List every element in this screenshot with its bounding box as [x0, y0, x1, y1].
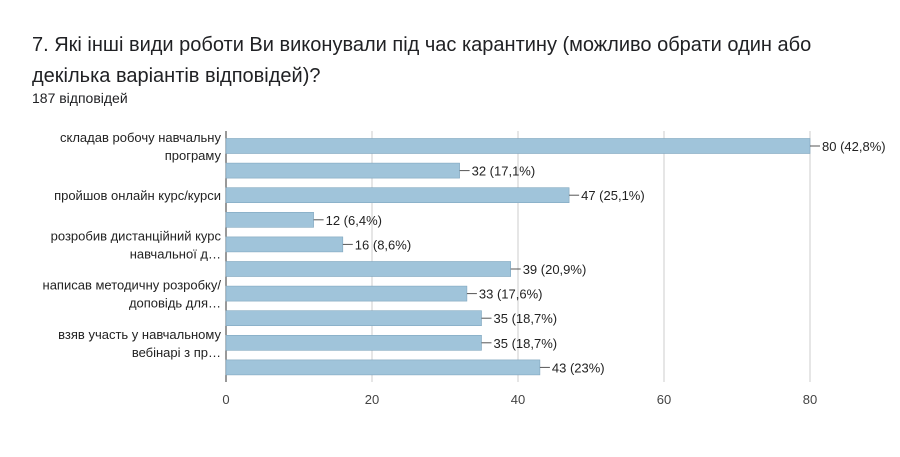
data-label: 33 (17,6%)	[479, 287, 543, 302]
bars	[225, 138, 811, 376]
category-label-line: написав методичну розробку/	[43, 278, 222, 293]
x-tick-label: 80	[803, 392, 817, 407]
question-title: 7. Які інші види роботи Ви виконували пі…	[32, 34, 812, 87]
bar	[225, 162, 460, 179]
category-label-line: взяв участь у навчальному	[58, 327, 221, 342]
x-tick-label: 40	[511, 392, 525, 407]
category-label: взяв участь у навчальному вебінарі з пр…	[58, 327, 221, 360]
data-label: 39 (20,9%)	[523, 262, 587, 277]
x-axis-ticks: 0 20 40 60 80	[222, 392, 817, 407]
bar	[225, 359, 541, 376]
data-label: 32 (17,1%)	[472, 164, 536, 179]
response-count: 187 відповідей	[32, 90, 128, 106]
x-tick-label: 0	[222, 392, 229, 407]
category-label-line: програму	[165, 148, 222, 163]
category-label-line: пройшов онлайн курс/курси	[54, 188, 221, 203]
data-label: 47 (25,1%)	[581, 188, 645, 203]
data-label: 35 (18,7%)	[494, 311, 558, 326]
data-label: 12 (6,4%)	[326, 213, 382, 228]
data-labels: 80 (42,8%) 32 (17,1%) 47 (25,1%) 12 (6,4%) 1…	[313, 139, 886, 375]
data-label: 43 (23%)	[552, 360, 605, 375]
x-tick-label: 60	[657, 392, 671, 407]
category-label-line: доповідь для…	[129, 296, 221, 311]
bar	[225, 310, 482, 327]
data-label: 80 (42,8%)	[822, 139, 886, 154]
category-label-line: вебінарі з пр…	[132, 345, 221, 360]
category-label-line: складав робочу навчальну	[60, 130, 221, 145]
bar	[225, 138, 811, 154]
category-label: розробив дистанційний курс навчальної д…	[51, 228, 222, 261]
category-label: написав методичну розробку/доповідь для…	[43, 278, 222, 311]
data-label: 35 (18,7%)	[494, 336, 558, 351]
data-label: 16 (8,6%)	[355, 237, 411, 252]
category-label: складав робочу навчальну програму	[60, 130, 221, 163]
bar	[225, 334, 482, 351]
bar	[225, 212, 314, 228]
x-tick-label: 20	[365, 392, 379, 407]
category-label-line: розробив дистанційний курс	[51, 228, 222, 243]
category-label-line: навчальної д…	[130, 246, 221, 261]
bar	[225, 236, 344, 253]
category-labels: складав робочу навчальну програму пройшов …	[43, 130, 222, 360]
category-label: пройшов онлайн курс/курси	[54, 188, 221, 203]
bar	[225, 285, 468, 302]
bar	[225, 261, 512, 277]
bar	[225, 187, 570, 203]
